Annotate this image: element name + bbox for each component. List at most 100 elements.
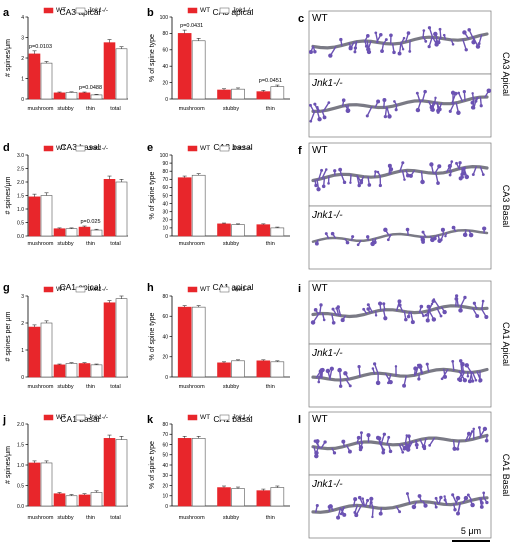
spine-head [432,298,436,301]
y-tick-label: 2.5 [17,166,24,172]
spine-head [424,39,428,43]
spine-head [386,238,390,242]
spine-head [376,99,381,104]
bar-jnk1-stubby [231,488,245,507]
legend-swatch-jnk1 [75,145,86,152]
spine-head [422,29,426,32]
spine-head [378,183,382,188]
spine-head [439,314,443,318]
spine-head [458,359,463,363]
dendritic-spine [321,168,328,180]
spine-head [410,320,415,325]
micrograph-label-jnk1: Jnk1-/- [311,78,343,89]
spine-head [466,431,471,436]
y-tick-label: 30 [162,210,168,216]
spine-head [464,48,468,52]
spine-head [313,439,317,443]
spine-head [371,367,375,370]
spine-head [458,308,463,313]
bar-jnk1-mushroom [191,438,206,507]
bar-wt-thin [78,363,91,378]
spine-head [382,302,386,306]
spine-head [455,447,460,451]
region-label: CA1 Apical [501,322,511,366]
spine-head [421,444,427,449]
spine-head [343,371,348,376]
bar-wt-mushroom [177,306,192,378]
bar-jnk1-total [115,48,128,100]
spine-head [320,168,324,172]
y-tick-label: 40 [162,463,168,469]
chart-panel-b: b CA3 apical 0 20 40 60 80 100 % of spine type mu… [147,7,290,112]
bar-wt-thin [256,224,271,237]
dendritic-spine [430,101,436,111]
spine-head [387,114,392,119]
spine-head [354,513,359,518]
spine-head [347,449,352,454]
dendritic-spine [457,92,464,102]
spine-head [378,511,383,516]
bar-jnk1-mushroom [40,322,53,378]
spine-head [342,512,347,517]
category-label: thin [86,106,95,112]
y-tick-label: 50 [162,193,168,199]
spine-head [331,307,335,311]
dendritic-spine [428,437,436,447]
legend-label-wt: WT [200,145,210,152]
y-axis-label: # spines/μm [5,176,12,214]
dendritic-spine [451,494,458,505]
region-label: CA3 Apical [501,52,511,96]
spine-head [358,445,364,450]
dendrite-shaft [311,367,489,382]
bar-jnk1-thin [90,492,103,507]
category-label: thin [266,106,275,112]
spine-head [430,108,433,112]
spine-head [422,314,425,318]
spine-head [309,103,312,107]
spine-head [402,383,407,388]
spine-head [337,367,342,373]
spine-head [482,426,488,432]
spine-head [366,307,370,311]
category-label: mushroom [28,515,54,521]
chart-title: CA1 apical [212,282,253,292]
spine-head [315,503,319,508]
micrograph-label-jnk1: Jnk1-/- [311,479,343,490]
region-label: CA3 Basal [501,185,511,228]
dendritic-spine [436,307,442,317]
y-tick-label: 20 [162,483,168,489]
spine-head [336,515,341,520]
dendritic-spine [428,27,434,39]
dendritic-spine [406,492,411,505]
legend-label-jnk1: Jnk1-/- [231,7,253,14]
bar-wt-thin [256,91,271,100]
spine-head [452,446,457,451]
category-label: stubby [223,384,239,390]
spine-head [338,384,343,388]
spine-head [319,303,323,307]
spine-head [371,515,374,519]
spine-head [462,172,466,176]
spine-head [382,432,387,436]
dendritic-spine [358,365,361,378]
spine-head [434,96,437,100]
bar-jnk1-total [115,439,128,507]
scale-bar-label: 5 μm [461,526,481,536]
dendritic-spine [404,434,408,445]
spine-head [457,91,461,95]
spine-head [472,301,476,305]
spine-head [397,299,402,304]
micrograph-frame-wt [308,280,492,345]
spine-head [436,40,441,45]
spine-head [415,91,419,95]
spine-head [434,505,438,509]
category-label: mushroom [179,384,205,390]
spine-head [408,173,413,178]
spine-head [417,494,422,498]
legend-swatch-jnk1 [219,414,230,421]
bar-jnk1-thin [270,227,285,237]
panel-label: l [298,414,301,426]
spine-head [335,307,339,310]
